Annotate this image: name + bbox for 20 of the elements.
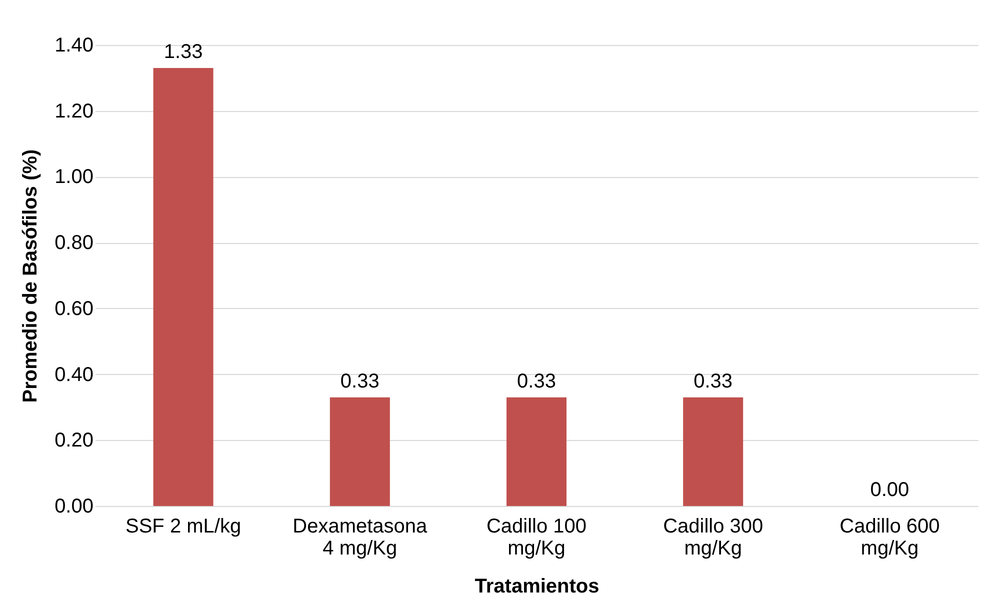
data-label: 0.33 — [340, 370, 380, 392]
y-tick-label: 1.00 — [54, 166, 94, 188]
y-tick-label: 0.40 — [54, 364, 94, 386]
x-axis-title: Tratamientos — [474, 576, 600, 598]
y-tick-label: 0.20 — [54, 430, 94, 452]
y-tick-label: 0.00 — [54, 496, 94, 518]
y-tick-label: 1.40 — [54, 34, 94, 56]
data-label: 0.00 — [870, 479, 910, 501]
y-axis-title: Promedio de Basófilos (%) — [20, 149, 42, 403]
data-label: 0.33 — [517, 370, 556, 392]
x-tick-label: Cadillo 100 mg/Kg — [486, 516, 587, 560]
data-label: 0.33 — [694, 370, 733, 392]
data-label: 1.33 — [164, 41, 203, 64]
x-tick-label: Cadillo 600 mg/Kg — [840, 516, 940, 560]
x-tick-label: Cadillo 300 mg/Kg — [663, 516, 764, 560]
y-tick-label: 1.20 — [54, 100, 94, 122]
y-tick-label: 0.80 — [54, 232, 94, 254]
x-tick-label: Dexametasona 4 mg/Kg — [292, 516, 428, 560]
x-tick-label: SSF 2 mL/kg — [125, 516, 242, 538]
y-tick-label: 0.60 — [54, 298, 94, 320]
